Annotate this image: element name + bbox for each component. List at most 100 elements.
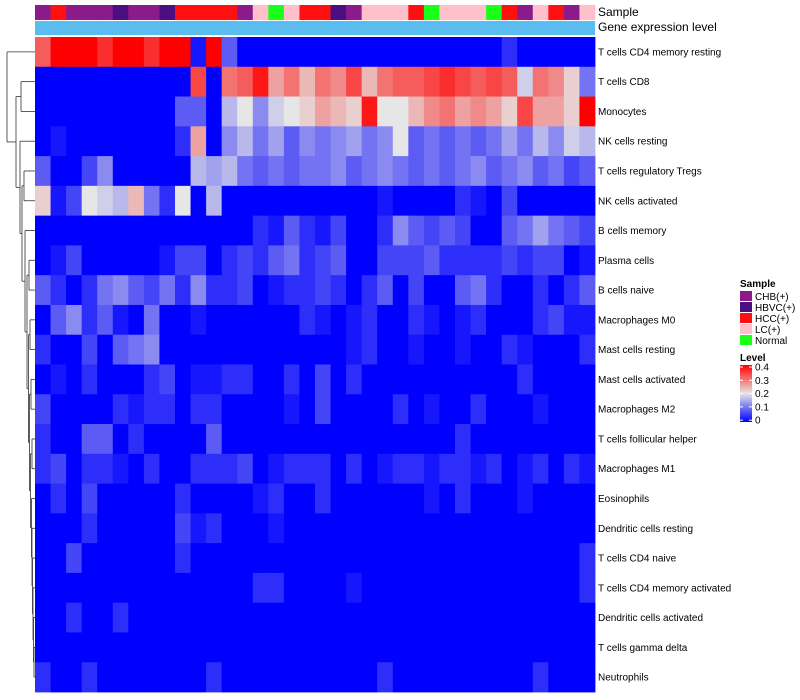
sample-bar-cell [470,5,487,20]
heatmap-cell [439,126,456,157]
heatmap-cell [50,215,67,246]
heatmap-cell [439,572,456,604]
heatmap-cell [237,275,254,306]
sample-bar-cell [377,5,394,20]
sample-bar-cell [237,5,254,20]
row-label: B cells memory [598,226,666,237]
heatmap-cell [159,245,176,276]
heatmap-cell [361,602,378,633]
heatmap-cell [361,156,378,187]
heatmap-cell [470,632,487,663]
heatmap-cell [408,126,425,157]
heatmap-cell [408,662,425,693]
heatmap-cell [237,394,254,425]
heatmap-cell [330,156,347,187]
heatmap-cell [299,632,316,663]
heatmap-cell [112,215,129,246]
heatmap-cell [97,364,114,395]
heatmap-cell [346,156,363,187]
sample-bar-cell [299,5,316,20]
heatmap-cell [548,632,565,663]
heatmap-cell [548,37,565,68]
heatmap-cell [501,394,518,425]
heatmap-cell [252,543,269,574]
heatmap-cell [283,185,300,217]
heatmap-cell [81,394,98,425]
heatmap-cell [81,304,98,336]
heatmap-cell [517,602,534,633]
sample-bar-cell [486,5,503,20]
heatmap-cell [128,126,145,157]
heatmap-cell [532,334,549,365]
heatmap-cell [423,96,440,127]
heatmap-cell [470,543,487,574]
heatmap-cell [439,453,456,484]
heatmap-cell [97,602,114,633]
heatmap-cell [35,185,51,217]
heatmap-cell [392,245,409,276]
heatmap-cell [579,513,596,544]
heatmap-cell [346,334,363,365]
heatmap-cell [408,275,425,306]
sample-bar-cell [392,5,409,20]
heatmap-cell [283,424,300,455]
heatmap-cell [377,245,394,276]
heatmap-cell [439,37,456,68]
sample-bar-cell [346,5,363,20]
heatmap-cell [206,602,223,633]
heatmap-cell [66,304,83,336]
heatmap-cell [128,453,145,484]
heatmap-cell [112,245,129,276]
heatmap-cell [408,185,425,217]
heatmap-cell [579,543,596,574]
row-label: Monocytes [598,107,646,118]
heatmap-cell [486,602,503,633]
heatmap-cell [66,662,83,693]
heatmap-cell [97,513,114,544]
heatmap-cell [112,662,129,693]
heatmap-cell [501,632,518,663]
heatmap-cell [548,602,565,633]
heatmap-cell [455,215,471,246]
heatmap-cell [299,364,316,395]
heatmap-cell [392,37,409,68]
heatmap-cell [283,662,300,693]
heatmap-cell [501,215,518,246]
heatmap-cell [283,215,300,246]
heatmap-cell [517,96,534,127]
heatmap-cell [532,394,549,425]
heatmap-cell [81,483,98,514]
heatmap-cell [579,245,596,276]
heatmap-cell [299,483,316,514]
row-label: NK cells resting [598,137,667,148]
level-annotation-label: Gene expression level [598,20,717,34]
heatmap-cell [128,483,145,514]
heatmap-cell [501,126,518,157]
heatmap-cell [237,543,254,574]
heatmap-cell [392,215,409,246]
heatmap-cell [97,334,114,365]
heatmap-cell [190,424,207,455]
heatmap-cell [190,364,207,395]
heatmap-cell [175,185,191,217]
heatmap-cell [221,483,238,514]
heatmap-cell [299,602,316,633]
heatmap-cell [268,364,285,395]
heatmap-cell [548,513,565,544]
heatmap-cell [190,334,207,365]
heatmap-cell [486,66,503,97]
sample-bar-cell [190,5,207,20]
heatmap-cell [128,632,145,663]
heatmap-cell [221,215,238,246]
heatmap-cell [206,394,223,425]
heatmap-cell [159,364,176,395]
heatmap-cell [408,424,425,455]
heatmap-cell [439,66,456,97]
heatmap-cell [315,424,331,455]
heatmap-cell [470,394,487,425]
heatmap-cell [423,37,440,68]
heatmap-cell [346,66,363,97]
heatmap-cell [315,483,331,514]
heatmap-cell [206,37,223,68]
heatmap-cell [175,215,191,246]
